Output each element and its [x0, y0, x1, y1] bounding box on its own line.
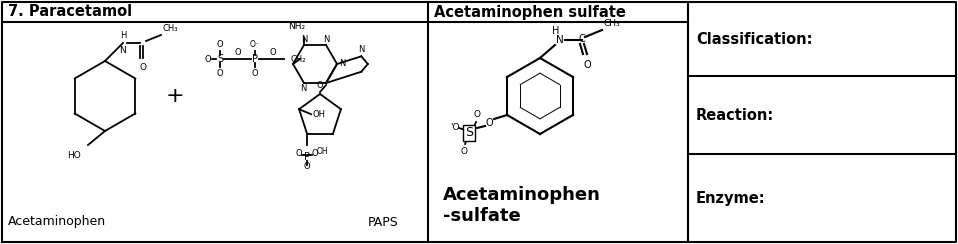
Text: OH: OH	[312, 110, 325, 119]
Text: H: H	[120, 31, 126, 40]
Text: O: O	[269, 48, 276, 57]
Text: S: S	[217, 54, 223, 64]
Text: CH₃: CH₃	[163, 24, 178, 33]
Text: O: O	[304, 162, 310, 171]
Text: PAPS: PAPS	[368, 215, 399, 228]
Text: Acetaminophen: Acetaminophen	[8, 215, 106, 228]
Text: N: N	[339, 60, 346, 69]
Text: H: H	[553, 26, 559, 36]
Text: O: O	[252, 69, 259, 78]
Text: NH₂: NH₂	[288, 22, 306, 31]
Text: O: O	[473, 110, 481, 119]
Text: N: N	[323, 35, 330, 44]
Text: 'O: 'O	[450, 122, 460, 132]
Text: 7. Paracetamol: 7. Paracetamol	[8, 4, 132, 20]
Text: CH₂: CH₂	[291, 54, 307, 63]
Text: OH: OH	[317, 147, 329, 156]
Text: N: N	[557, 35, 564, 45]
Text: Acetaminophen
-sulfate: Acetaminophen -sulfate	[444, 186, 601, 225]
Text: N: N	[301, 35, 308, 44]
Text: O: O	[486, 118, 493, 128]
Text: N: N	[358, 45, 365, 54]
Text: O: O	[317, 81, 323, 90]
Text: +: +	[166, 86, 184, 106]
Text: O⁻: O⁻	[250, 40, 260, 49]
Text: N: N	[300, 84, 307, 93]
Text: N: N	[120, 46, 126, 55]
Text: P: P	[252, 54, 258, 64]
Text: O: O	[217, 69, 223, 78]
Text: S: S	[465, 126, 473, 140]
Text: CH₃: CH₃	[604, 19, 621, 28]
Text: O: O	[140, 63, 147, 72]
Text: HO: HO	[67, 151, 81, 160]
Text: O: O	[461, 147, 468, 156]
Text: O: O	[583, 60, 591, 70]
Text: O: O	[311, 149, 318, 158]
Text: O: O	[217, 40, 223, 49]
Text: O: O	[205, 54, 212, 63]
Text: O: O	[234, 48, 240, 57]
Text: O: O	[296, 149, 303, 158]
Text: Acetaminophen sulfate: Acetaminophen sulfate	[434, 4, 627, 20]
Text: Enzyme:: Enzyme:	[696, 191, 765, 205]
Text: Reaction:: Reaction:	[696, 108, 774, 122]
Text: Classification:: Classification:	[696, 31, 812, 47]
Text: C: C	[579, 34, 585, 44]
Text: P: P	[304, 152, 310, 162]
